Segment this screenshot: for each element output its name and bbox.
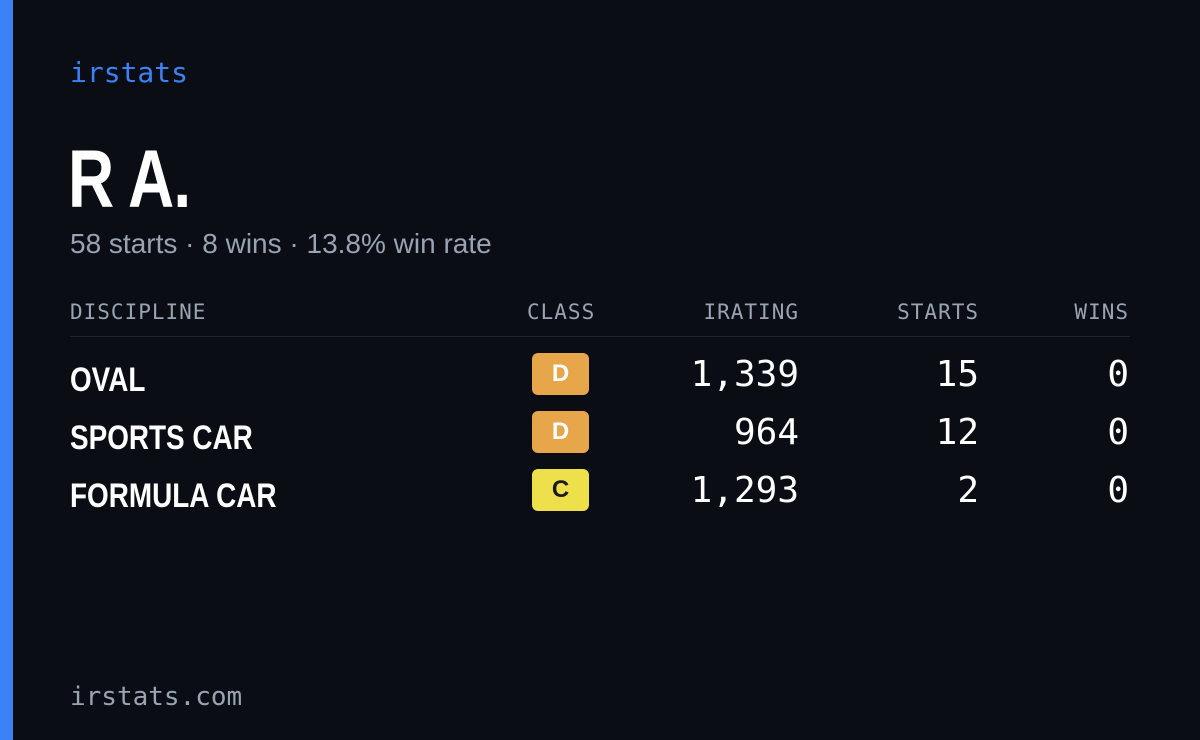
accent-bar [0,0,13,740]
irating-value: 1,293 [690,470,799,511]
wins-value: 0 [1107,470,1129,511]
driver-summary: 58 starts · 8 wins · 13.8% win rate [70,228,492,259]
table-row: FORMULA CAR C 1,293 2 0 [70,469,1130,527]
wins-value: 0 [1107,412,1129,453]
starts-value: 15 [935,354,979,395]
discipline-name: FORMULA CAR [70,477,277,515]
header-starts: STARTS [897,300,979,324]
license-class-badge: D [532,411,589,453]
starts-value: 2 [957,470,979,511]
header-discipline: DISCIPLINE [70,300,207,324]
irating-value: 1,339 [690,354,799,395]
irating-value: 964 [733,412,799,453]
license-class-badge: D [532,353,589,395]
discipline-name: SPORTS CAR [70,419,253,457]
license-class-badge: C [532,469,589,511]
wins-value: 0 [1107,354,1129,395]
table-header: DISCIPLINE CLASS IRATING STARTS WINS [70,298,1130,337]
header-wins: WINS [1074,300,1129,324]
discipline-name: OVAL [70,361,146,399]
table-row: SPORTS CAR D 964 12 0 [70,411,1130,469]
footer-url: irstats.com [70,682,243,712]
driver-name: R A. [68,134,191,225]
table-row: OVAL D 1,339 15 0 [70,353,1130,411]
brand-logo: irstats [70,56,189,89]
stats-table: DISCIPLINE CLASS IRATING STARTS WINS OVA… [70,298,1130,527]
header-class: CLASS [527,300,596,324]
starts-value: 12 [935,412,979,453]
header-irating: IRATING [703,300,799,324]
